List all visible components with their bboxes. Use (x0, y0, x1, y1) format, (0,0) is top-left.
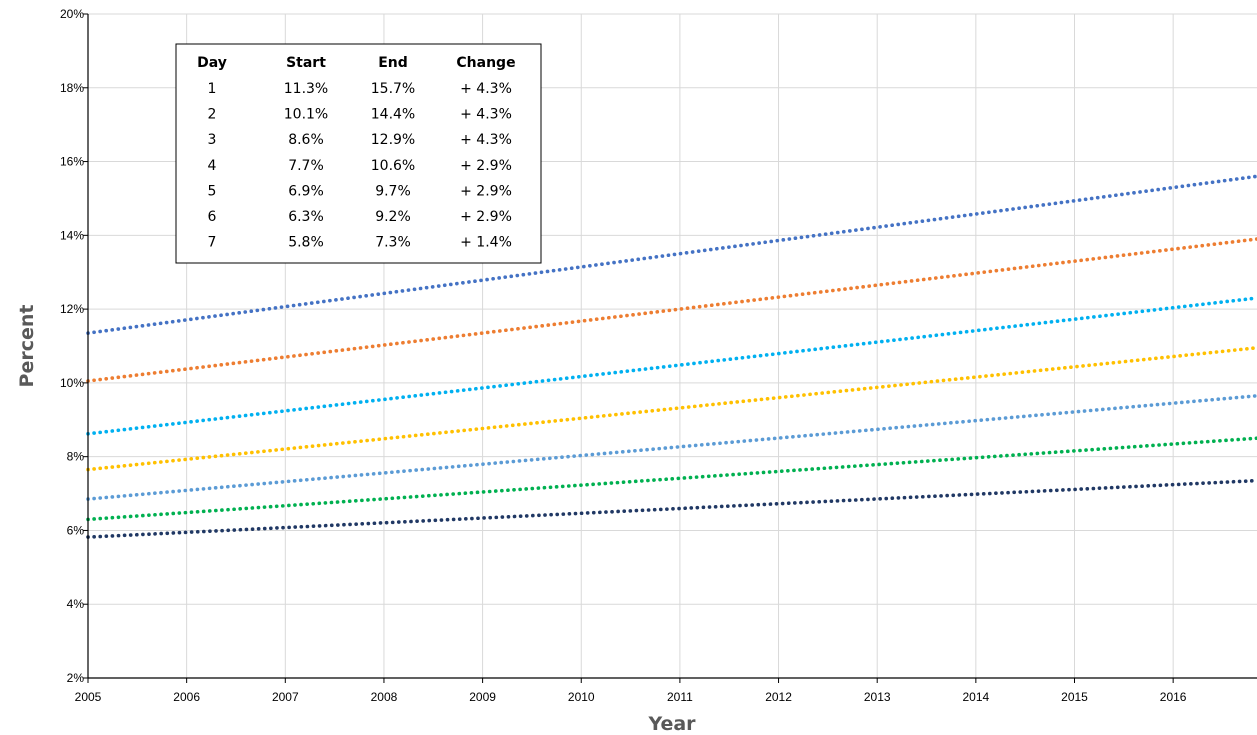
y-tick-label: 4% (67, 597, 85, 611)
x-tick-label: 2006 (173, 690, 200, 704)
table-cell: + 2.9% (460, 158, 512, 174)
series-line-7 (86, 478, 1257, 539)
table-cell: + 2.9% (460, 209, 512, 225)
y-tick-label: 10% (60, 376, 84, 390)
table-header-cell: Day (197, 55, 227, 71)
table-header-cell: Change (456, 55, 515, 71)
table-cell: 14.4% (371, 107, 415, 123)
table-cell: 5 (208, 183, 217, 199)
y-tick-label: 14% (60, 228, 84, 242)
table-cell: 11.3% (284, 81, 328, 97)
table-cell: + 4.3% (460, 132, 512, 148)
table-header-cell: End (378, 55, 408, 71)
series-lines (86, 174, 1257, 539)
y-axis-title: Percent (16, 305, 38, 388)
x-tick-label: 2011 (667, 690, 693, 704)
table-cell: 2 (208, 107, 217, 123)
table-cell: 10.6% (371, 158, 415, 174)
table-cell: + 4.3% (460, 107, 512, 123)
x-tick-labels: 2005 2006 2007 2008 2009 2010 2011 2012 2013 2014… (75, 690, 1187, 704)
x-axis-title: Year (647, 713, 696, 735)
table-cell: 5.8% (288, 235, 324, 251)
y-tick-label: 12% (60, 302, 84, 316)
x-tick-label: 2007 (272, 690, 299, 704)
table-cell: 7.7% (288, 158, 324, 174)
data-table: Day Start End Change 1 11.3% 15.7% + 4.3% 2 10.1%… (175, 43, 542, 264)
table-cell: 3 (208, 132, 217, 148)
x-tick-label: 2014 (962, 690, 989, 704)
y-tick-label: 18% (60, 81, 84, 95)
y-tick-label: 16% (60, 155, 84, 169)
table-cell: 12.9% (371, 132, 415, 148)
y-tick-label: 2% (67, 671, 85, 685)
y-tick-label: 6% (67, 523, 85, 537)
series-line-3 (86, 296, 1257, 436)
x-tick-label: 2009 (469, 690, 496, 704)
x-tick-label: 2015 (1061, 690, 1088, 704)
y-tick-labels: 2% 4% 6% 8% 10% 12% 14% 16% 18% 20% (60, 7, 84, 685)
table-cell: 9.2% (375, 209, 411, 225)
table-cell: + 2.9% (460, 183, 512, 199)
table-header-cell: Start (286, 55, 326, 71)
table-cell: 6.3% (288, 209, 324, 225)
x-tick-label: 2008 (371, 690, 398, 704)
series-line-1 (86, 174, 1257, 335)
table-cell: 6 (208, 209, 217, 225)
x-tick-label: 2013 (864, 690, 891, 704)
table-cell: 7.3% (375, 235, 411, 251)
series-line-4 (86, 345, 1257, 472)
series-line-2 (86, 237, 1257, 383)
table-cell: 7 (208, 235, 217, 251)
x-tick-label: 2010 (568, 690, 595, 704)
series-line-6 (86, 436, 1257, 522)
x-tick-label: 2005 (75, 690, 102, 704)
axes (83, 13, 1257, 683)
table-cell: + 4.3% (460, 81, 512, 97)
table-cell: 9.7% (375, 183, 411, 199)
table-cell: + 1.4% (460, 235, 512, 251)
x-tick-label: 2016 (1160, 690, 1187, 704)
data-table-border (175, 43, 542, 264)
table-cell: 15.7% (371, 81, 415, 97)
table-cell: 10.1% (284, 107, 328, 123)
table-cell: 8.6% (288, 132, 324, 148)
x-tick-label: 2012 (765, 690, 792, 704)
series-line-5 (86, 393, 1257, 501)
y-tick-label: 8% (67, 450, 85, 464)
table-cell: 1 (208, 81, 217, 97)
table-cell: 4 (208, 158, 217, 174)
table-cell: 6.9% (288, 183, 324, 199)
y-tick-label: 20% (60, 7, 84, 21)
